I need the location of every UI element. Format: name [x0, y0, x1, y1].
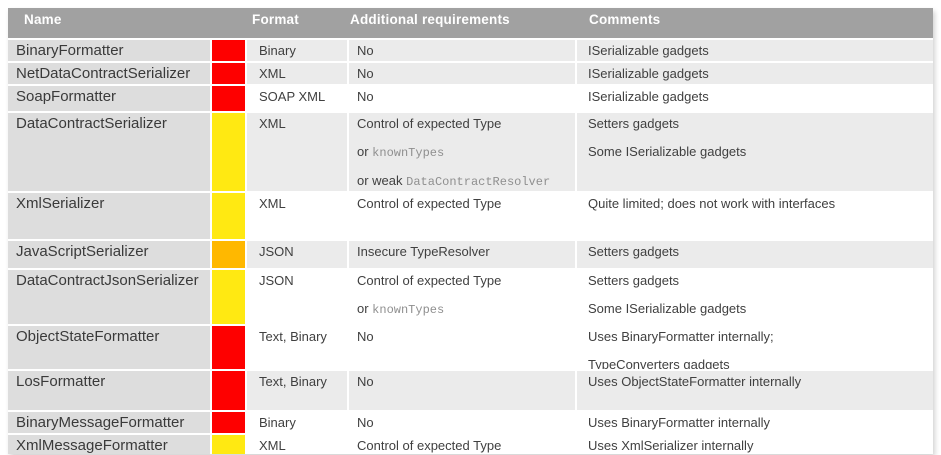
- format-value: JSON: [247, 270, 347, 324]
- format-value: XML: [247, 193, 347, 239]
- risk-color-indicator: [212, 241, 245, 268]
- comments-value: Setters gadgets Some ISerializable gadget…: [577, 113, 933, 191]
- format-value: Text, Binary: [247, 326, 347, 369]
- serializer-name: BinaryFormatter: [8, 40, 210, 61]
- comments-value: ISerializable gadgets: [577, 63, 933, 84]
- comments-value: ISerializable gadgets: [577, 86, 933, 111]
- requirements-value: Control of expected Type: [349, 435, 575, 454]
- comments-value: Setters gadgets: [577, 241, 933, 268]
- format-value: XML: [247, 63, 347, 84]
- risk-color-indicator: [212, 86, 245, 111]
- comments-value: Uses BinaryFormatter internally: [577, 412, 933, 433]
- serializer-name: LosFormatter: [8, 371, 210, 410]
- comments-value: Uses ObjectStateFormatter internally: [577, 371, 933, 410]
- table-row: BinaryMessageFormatter Binary No Uses Bi…: [8, 412, 933, 433]
- format-value: Binary: [247, 412, 347, 433]
- risk-color-indicator: [212, 193, 245, 239]
- serializer-name: BinaryMessageFormatter: [8, 412, 210, 433]
- serializer-name: ObjectStateFormatter: [8, 326, 210, 369]
- table-header-row: Name Format Additional requirements Comm…: [8, 8, 933, 38]
- requirements-value: No: [349, 63, 575, 84]
- format-value: Binary: [247, 40, 347, 61]
- comments-value: ISerializable gadgets: [577, 40, 933, 61]
- column-header-name: Name: [24, 12, 62, 27]
- requirements-value: No: [349, 326, 575, 369]
- risk-color-indicator: [212, 326, 245, 369]
- serializer-name: DataContractSerializer: [8, 113, 210, 191]
- comments-value: Setters gadgets Some ISerializable gadget…: [577, 270, 933, 324]
- serializer-name: XmlMessageFormatter: [8, 435, 210, 454]
- table-row: DataContractJsonSerializer JSON Control …: [8, 270, 933, 324]
- risk-color-indicator: [212, 435, 245, 454]
- requirements-value: Control of expected Type or knownTypes or …: [349, 113, 575, 191]
- serializer-name: NetDataContractSerializer: [8, 63, 210, 84]
- serializer-name: DataContractJsonSerializer: [8, 270, 210, 324]
- requirements-value: Control of expected Type: [349, 193, 575, 239]
- format-value: SOAP XML: [247, 86, 347, 111]
- requirements-value: Control of expected Type or knownTypes: [349, 270, 575, 324]
- serializer-name: XmlSerializer: [8, 193, 210, 239]
- risk-color-indicator: [212, 113, 245, 191]
- column-header-format: Format: [252, 12, 299, 27]
- serializer-name: SoapFormatter: [8, 86, 210, 111]
- comments-value: Uses BinaryFormatter internally; TypeConv…: [577, 326, 933, 369]
- table-row: JavaScriptSerializer JSON Insecure TypeR…: [8, 241, 933, 268]
- requirements-value: No: [349, 86, 575, 111]
- table-row: SoapFormatter SOAP XML No ISerializable …: [8, 86, 933, 111]
- table-row: XmlSerializer XML Control of expected Ty…: [8, 193, 933, 239]
- serializers-table: Name Format Additional requirements Comm…: [8, 8, 933, 454]
- requirements-value: No: [349, 40, 575, 61]
- risk-color-indicator: [212, 270, 245, 324]
- risk-color-indicator: [212, 40, 245, 61]
- risk-color-indicator: [212, 63, 245, 84]
- table-row: ObjectStateFormatter Text, Binary No Use…: [8, 326, 933, 369]
- column-header-comments: Comments: [589, 12, 661, 27]
- serializer-name: JavaScriptSerializer: [8, 241, 210, 268]
- format-value: JSON: [247, 241, 347, 268]
- comments-value: Uses XmlSerializer internally: [577, 435, 933, 454]
- table-body: BinaryFormatter Binary No ISerializable …: [8, 40, 933, 454]
- comments-value: Quite limited; does not work with interf…: [577, 193, 933, 239]
- table-row: XmlMessageFormatter XML Control of expec…: [8, 435, 933, 454]
- table-row: LosFormatter Text, Binary No Uses Object…: [8, 371, 933, 410]
- risk-color-indicator: [212, 371, 245, 410]
- table-row: BinaryFormatter Binary No ISerializable …: [8, 40, 933, 61]
- column-header-additional-requirements: Additional requirements: [350, 12, 510, 27]
- risk-color-indicator: [212, 412, 245, 433]
- format-value: XML: [247, 113, 347, 191]
- format-value: XML: [247, 435, 347, 454]
- table-row: NetDataContractSerializer XML No ISerial…: [8, 63, 933, 84]
- requirements-value: No: [349, 412, 575, 433]
- requirements-value: No: [349, 371, 575, 410]
- requirements-value: Insecure TypeResolver: [349, 241, 575, 268]
- table-row: DataContractSerializer XML Control of ex…: [8, 113, 933, 191]
- format-value: Text, Binary: [247, 371, 347, 410]
